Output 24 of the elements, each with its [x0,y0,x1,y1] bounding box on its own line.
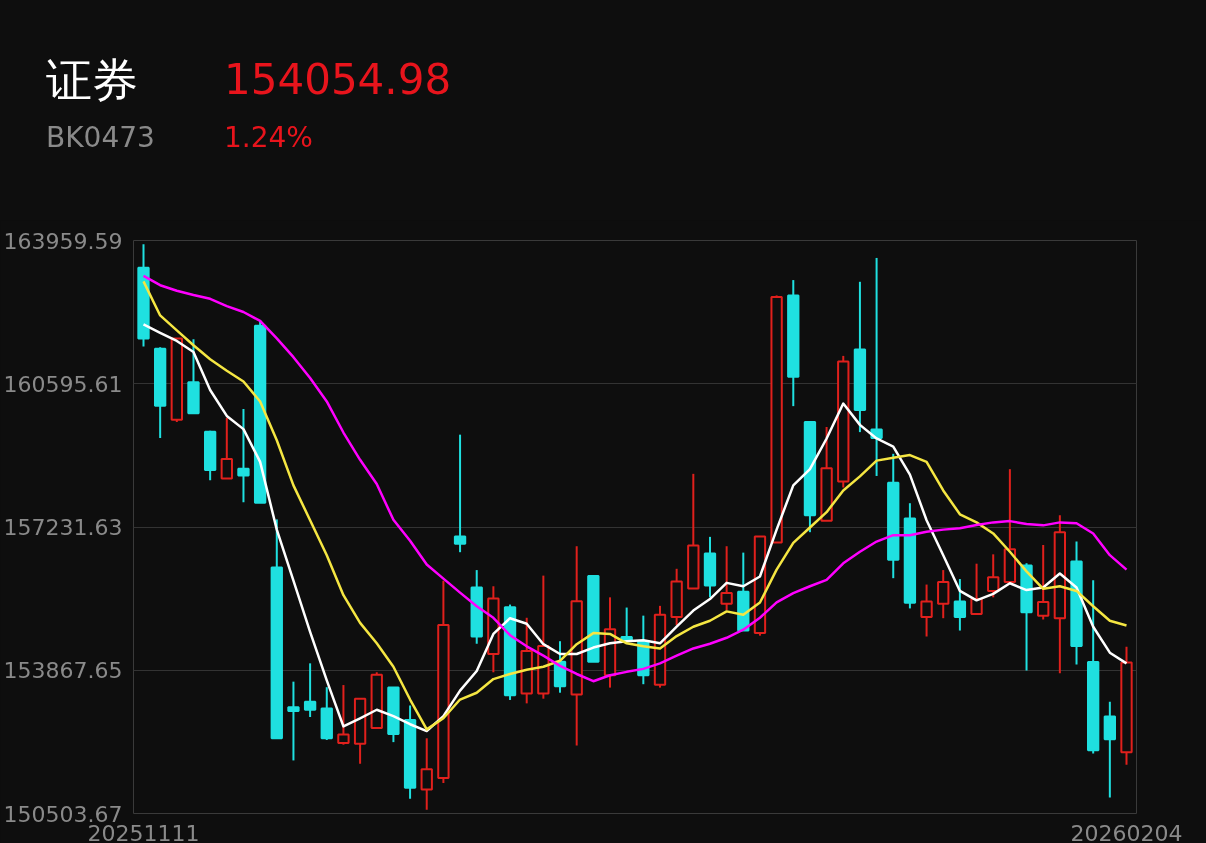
candlestick [337,684,350,746]
chart-subtitle: BK0473 [46,120,155,156]
candlestick [220,417,233,480]
text: 154054.98 [224,54,452,106]
text: 1.24% [224,120,313,156]
x-tick-label: 20260204 [1070,820,1183,843]
candlestick [420,737,433,811]
candlestick [237,408,250,504]
candlestick [987,553,1000,599]
candlestick [920,583,933,638]
y-tick-label: 160595.61 [3,371,123,397]
chart-title: 证券 [46,52,138,109]
y-tick-label: 157231.63 [3,515,123,540]
candlestick [937,569,950,620]
candlestick [1103,700,1117,799]
candlestick [970,562,983,615]
candlestick [953,578,967,632]
candlestick [720,545,733,612]
candlestick [1037,543,1050,621]
candlestick [303,662,317,718]
y-tick-label: 153867.65 [3,658,123,684]
candlestick [453,433,467,554]
candlestick [287,680,300,762]
y-tick-label: 163959.59 [3,228,123,254]
